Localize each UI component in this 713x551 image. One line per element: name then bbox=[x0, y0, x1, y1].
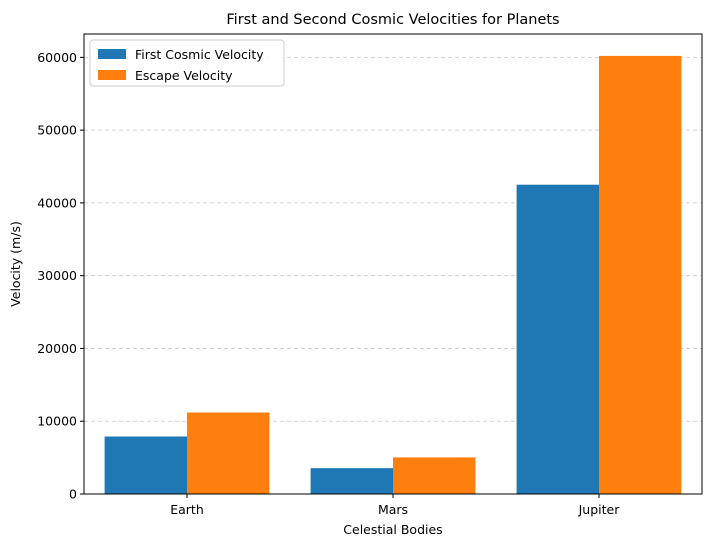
legend-swatch bbox=[98, 70, 126, 80]
y-tick-label: 30000 bbox=[37, 268, 77, 283]
y-tick-label: 60000 bbox=[37, 50, 77, 65]
x-axis-label: Celestial Bodies bbox=[343, 522, 442, 537]
y-tick-label: 50000 bbox=[37, 123, 77, 138]
y-tick-label: 0 bbox=[69, 487, 77, 502]
bar-escape-velocity-mars bbox=[393, 457, 476, 494]
bar-escape-velocity-earth bbox=[187, 412, 270, 494]
bar-first-cosmic-velocity-mars bbox=[310, 468, 393, 494]
y-axis-label: Velocity (m/s) bbox=[8, 221, 23, 307]
legend-box bbox=[89, 39, 285, 87]
y-axis: 0 10000 20000 30000 40000 50000 60000 bbox=[37, 50, 84, 502]
x-tick-label: Mars bbox=[378, 502, 408, 517]
legend: First Cosmic Velocity Escape Velocity bbox=[89, 39, 285, 87]
y-tick-label: 10000 bbox=[37, 414, 77, 429]
legend-swatch bbox=[98, 49, 126, 59]
bar-first-cosmic-velocity-earth bbox=[104, 436, 187, 494]
chart-title: First and Second Cosmic Velocities for P… bbox=[226, 12, 559, 28]
bar-first-cosmic-velocity-jupiter bbox=[516, 184, 599, 494]
y-tick-label: 40000 bbox=[37, 195, 77, 210]
x-axis: Earth Mars Jupiter bbox=[170, 494, 620, 517]
legend-label: First Cosmic Velocity bbox=[135, 47, 264, 62]
bars bbox=[104, 55, 682, 495]
legend-label: Escape Velocity bbox=[135, 68, 233, 83]
x-tick-label: Earth bbox=[170, 502, 204, 517]
y-tick-label: 20000 bbox=[37, 341, 77, 356]
x-tick-label: Jupiter bbox=[578, 502, 621, 517]
bar-escape-velocity-jupiter bbox=[599, 55, 682, 495]
